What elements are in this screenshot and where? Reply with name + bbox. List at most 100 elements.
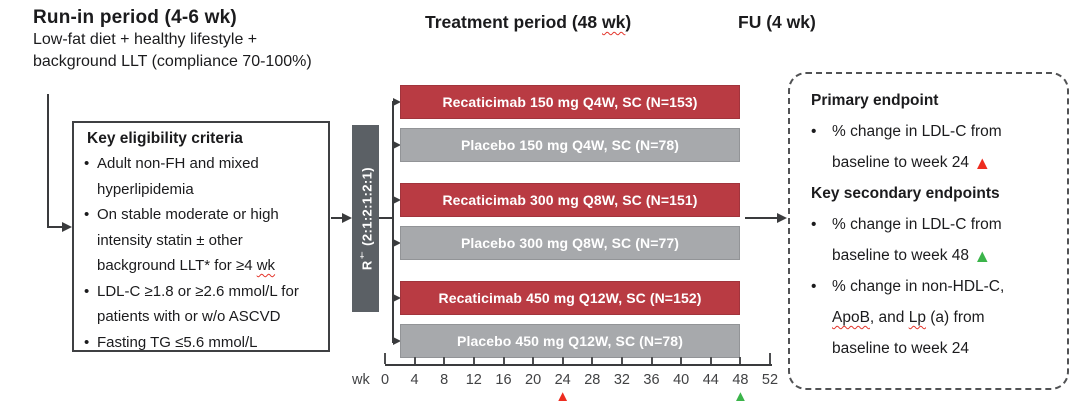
bullet-icon: • (84, 333, 90, 351)
bullet-text: On stable moderate or high intensity stat… (97, 202, 322, 279)
axis-tick-label: 36 (643, 372, 660, 388)
branch-arrowhead-icon (393, 239, 401, 247)
endpoint-bullet: • % change in LDL-C from baseline to week … (811, 209, 1059, 271)
bullet-icon: • (84, 282, 90, 300)
runin-subtitle-line2: background LLT (compliance 70-100%) (33, 52, 312, 70)
randomization-label: R† (2:1:2:1:2:1) (357, 167, 374, 270)
axis-tick-label: 32 (613, 372, 630, 388)
bullet-icon: • (811, 216, 817, 233)
axis-tick (502, 357, 505, 364)
axis-marker-triangle-icon: ▲ (732, 388, 748, 405)
arrow-line (331, 217, 343, 219)
text-segment: ApoB (832, 309, 870, 326)
text-segment: wk (602, 12, 626, 32)
text-segment: % change in LDL-C from (832, 123, 1002, 140)
eligibility-bullet: • LDL-C ≥1.8 or ≥2.6 mmol/L for patients w… (84, 279, 322, 330)
branch-arrowhead-icon (393, 141, 401, 149)
axis-baseline (385, 364, 772, 366)
branch-arrowhead-icon (393, 294, 401, 302)
axis-tick-label: 24 (554, 372, 571, 388)
axis-tick-label: 12 (465, 372, 482, 388)
endpoint-bullet: • % change in LDL-C from baseline to week … (811, 116, 1059, 178)
axis-tick (384, 353, 386, 364)
arm-bar-placebo: Placebo 300 mg Q8W, SC (N=77) (400, 226, 740, 260)
text-segment: (a) from (925, 309, 985, 326)
axis-marker-triangle-icon: ▲ (555, 388, 571, 405)
text-segment: LDL-C ≥1.8 or ≥2.6 mmol/L for (97, 282, 299, 300)
text-segment: hyperlipidemia (97, 180, 194, 198)
axis-tick-label: 20 (525, 372, 542, 388)
eligibility-bullet: • Fasting TG ≤5.6 mmol/L (84, 330, 322, 356)
endpoints-heading: Primary endpoint (811, 92, 939, 109)
endpoint-marker-triangle-icon: ▲ (973, 246, 992, 266)
text-segment: Adult non-FH and mixed (97, 155, 259, 172)
branch-stub-line (379, 217, 393, 219)
elbow-arrowhead-icon (62, 222, 72, 232)
endpoint-bullet: • % change in non-HDL-C, ApoB, and Lp (a) … (811, 271, 1059, 364)
text-segment: On stable moderate or high (97, 206, 279, 223)
treatment-period-header: Treatment period (48 wk) (425, 12, 631, 33)
text-segment: baseline to week 48 (832, 247, 974, 264)
arm-label: Recaticimab 150 mg Q4W, SC (N=153) (442, 94, 698, 110)
bullet-text: % change in non-HDL-C, ApoB, and Lp (a) f… (832, 271, 1059, 364)
eligibility-bullet: • On stable moderate or high intensity sta… (84, 202, 322, 279)
runin-subtitle-line1: Low-fat diet + healthy lifestyle + (33, 31, 258, 48)
elbow-vertical-line (47, 94, 49, 228)
arm-label: Placebo 150 mg Q4W, SC (N=78) (460, 137, 680, 153)
axis-tick-label: 48 (732, 372, 749, 388)
text-segment: , and (869, 309, 909, 326)
axis-tick (443, 357, 446, 364)
text-segment: (2:1:2:1:2:1) (359, 166, 375, 250)
branch-arrowhead-icon (393, 337, 401, 345)
text-segment: Lp (908, 309, 926, 326)
text-segment: R (359, 260, 375, 271)
text-segment: patients with or w/o ASCVD (97, 308, 281, 325)
eligibility-box: Key eligibility criteria • Adult non-FH a… (72, 121, 330, 352)
axis-tick-label: 44 (702, 372, 719, 388)
arrowhead-icon (342, 213, 352, 223)
bullet-text: LDL-C ≥1.8 or ≥2.6 mmol/L for patients wi… (97, 279, 322, 330)
axis-tick (620, 357, 623, 364)
runin-header: Run-in period (4-6 wk) Low-fat diet + he… (33, 7, 312, 72)
bullet-text: Fasting TG ≤5.6 mmol/L (97, 330, 322, 356)
branch-trunk-line (392, 101, 394, 343)
axis-tick-label: 40 (673, 372, 690, 388)
arm-label: Placebo 450 mg Q12W, SC (N=78) (457, 333, 683, 349)
axis-tick (561, 357, 564, 364)
arm-bar-placebo: Placebo 150 mg Q4W, SC (N=78) (400, 128, 740, 162)
axis-tick (709, 357, 712, 364)
bullet-icon: • (84, 155, 90, 172)
axis-tick (472, 357, 475, 364)
axis-tick (413, 357, 416, 364)
axis-tick-label: 0 (380, 372, 390, 388)
text-segment: wk (256, 257, 276, 274)
axis-tick (739, 357, 742, 364)
text-segment: Fasting TG ≤5.6 mmol/L (97, 333, 258, 351)
arm-label: Recaticimab 450 mg Q12W, SC (N=152) (438, 290, 702, 306)
axis-tick (591, 357, 594, 364)
arm-bar-recaticimab: Recaticimab 150 mg Q4W, SC (N=153) (400, 85, 740, 119)
text-segment: † (356, 249, 367, 261)
axis-unit-label: wk (352, 372, 370, 388)
endpoints-heading: Key secondary endpoints (811, 185, 1000, 202)
runin-title: Run-in period (4-6 wk) (33, 7, 237, 28)
text-segment: baseline to week 24 (832, 154, 974, 171)
bullet-icon: • (811, 278, 817, 295)
axis-tick-label: 28 (584, 372, 601, 388)
axis-tick (769, 353, 771, 364)
text-segment: intensity statin ± other (97, 231, 243, 249)
elbow-horizontal-line (47, 226, 63, 228)
endpoints-box: Primary endpoint • % change in LDL-C from b… (788, 72, 1069, 390)
text-segment: ) (625, 12, 632, 32)
axis-tick (680, 357, 683, 364)
axis-tick (650, 357, 653, 364)
axis-tick-label: 52 (761, 372, 779, 388)
randomization-bar: R† (2:1:2:1:2:1) (352, 125, 379, 312)
axis-tick-label: 4 (410, 372, 419, 388)
bullet-text: % change in LDL-C from baseline to week 4… (832, 209, 1059, 271)
eligibility-title: Key eligibility criteria (87, 130, 243, 147)
axis-tick-label: 8 (440, 372, 449, 388)
branch-arrowhead-icon (393, 98, 401, 106)
text-segment: background LLT* for ≥4 (97, 257, 257, 274)
